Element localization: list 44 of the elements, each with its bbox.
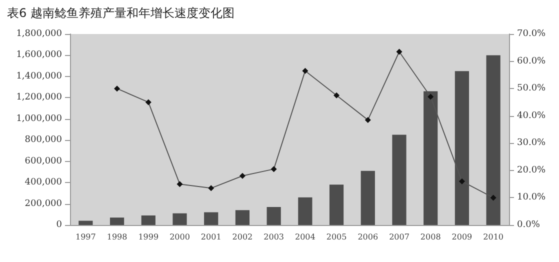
x-tick-label: 2003 <box>264 232 284 242</box>
y2-tick-label: 30.0% <box>517 138 546 148</box>
y-tick-label: 400,000 <box>24 178 62 188</box>
x-tick-label: 2005 <box>326 232 347 242</box>
bar <box>78 220 93 225</box>
x-tick-label: 2000 <box>170 232 190 242</box>
chart-title: 表6 越南鲶鱼养殖产量和年增长速度变化图 <box>7 6 234 20</box>
bar <box>110 218 124 225</box>
y-tick-label: 1,800,000 <box>16 29 62 39</box>
x-tick-label: 2002 <box>232 232 253 242</box>
y2-tick-label: 10.0% <box>517 192 546 203</box>
bar <box>360 170 375 225</box>
x-tick-label: 1999 <box>138 232 159 242</box>
y-tick-label: 0 <box>56 220 62 230</box>
x-tick-label: 2008 <box>420 232 441 242</box>
x-tick-label: 2004 <box>295 232 316 242</box>
x-tick-label: 2001 <box>200 232 222 242</box>
y-tick-label: 1,000,000 <box>16 114 62 124</box>
y-tick-label: 1,400,000 <box>16 71 62 82</box>
bar <box>298 197 312 225</box>
x-tick-label: 1997 <box>76 232 96 242</box>
y-tick-label: 800,000 <box>24 135 62 146</box>
bar <box>266 206 281 225</box>
y2-tick-label: 70.0% <box>517 29 546 39</box>
x-tick-label: 2007 <box>389 232 410 242</box>
bar <box>235 210 250 225</box>
bar <box>204 212 218 225</box>
bar <box>329 184 344 225</box>
bar <box>141 215 156 225</box>
y-tick-label: 1,600,000 <box>16 50 62 60</box>
bar <box>172 213 187 225</box>
x-tick-label: 1998 <box>106 232 128 242</box>
bar <box>392 134 406 225</box>
y-tick-label: 600,000 <box>24 156 62 166</box>
y2-tick-label: 60.0% <box>517 56 546 66</box>
y2-tick-label: 0.0% <box>517 220 540 230</box>
x-tick-label: 2009 <box>452 232 472 242</box>
y2-tick-label: 40.0% <box>517 110 546 121</box>
x-tick-label: 2010 <box>483 232 504 242</box>
x-tick-label: 2006 <box>358 232 378 242</box>
y2-tick-label: 50.0% <box>517 84 546 94</box>
y-tick-label: 1,200,000 <box>16 92 62 103</box>
y2-tick-label: 20.0% <box>517 165 546 176</box>
y-tick-label: 200,000 <box>24 198 62 209</box>
